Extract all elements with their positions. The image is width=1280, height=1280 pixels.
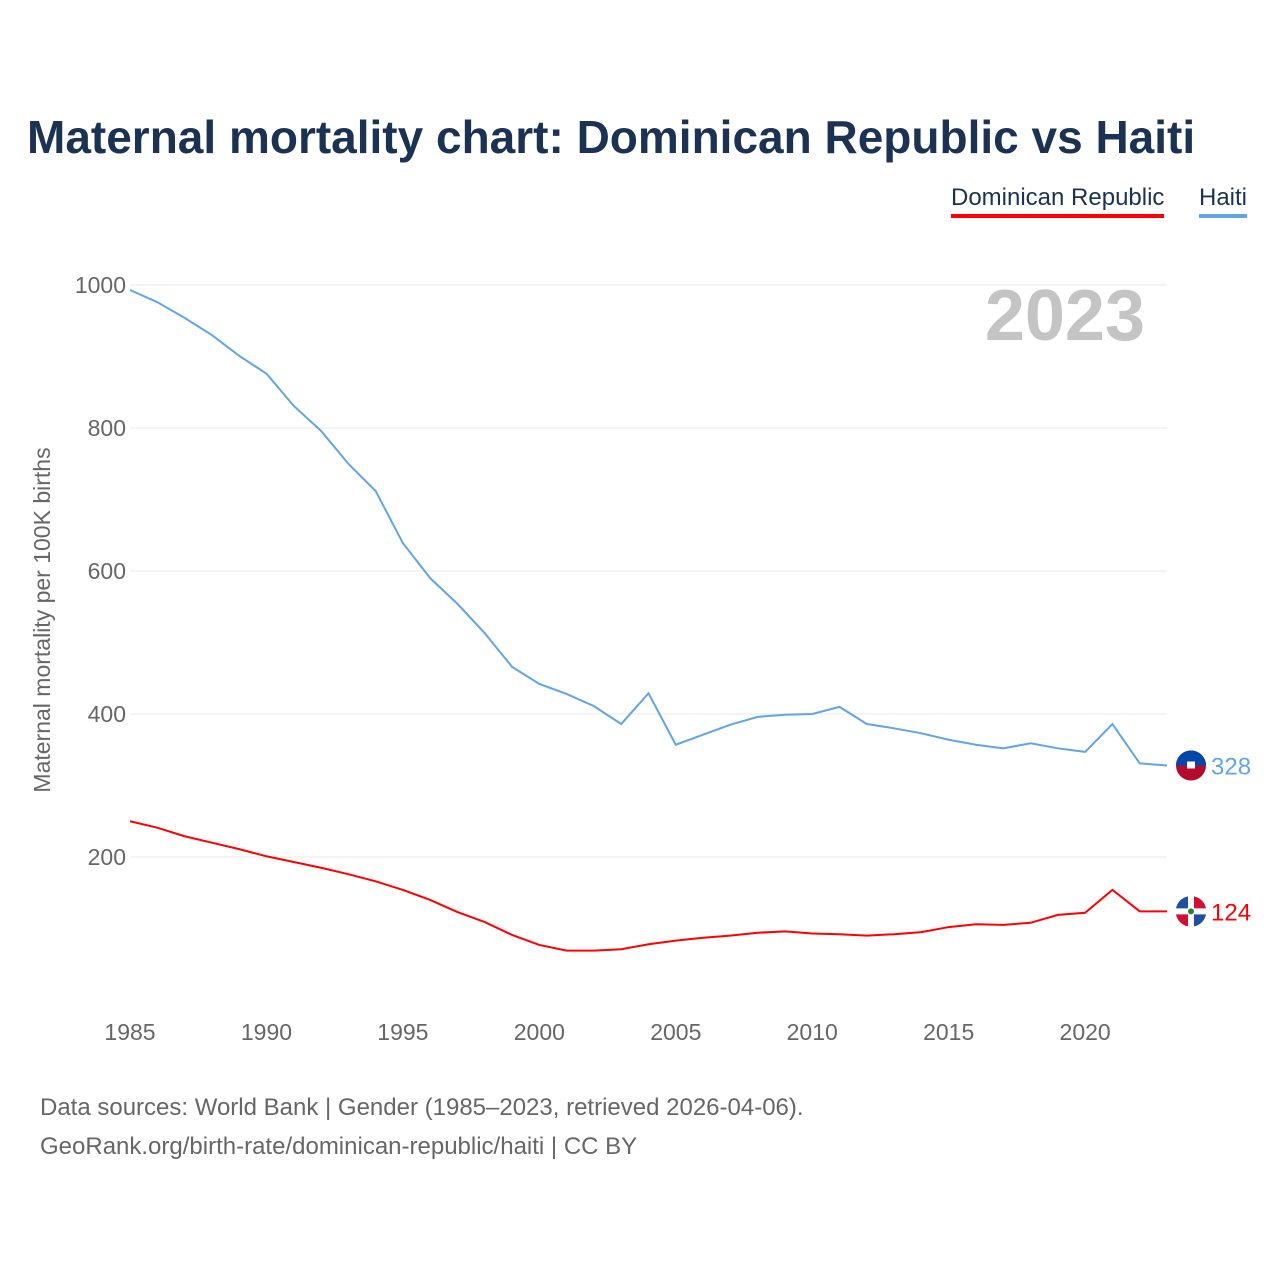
x-tick-label: 2005 [650,1019,701,1045]
haiti-flag-top [1176,750,1206,766]
end-value-label: 124 [1211,899,1251,926]
dr-flag-q3 [1176,914,1188,927]
dr-flag-q1 [1176,896,1188,909]
legend-haiti[interactable]: Haiti [1199,184,1248,218]
dr-flag-emblem [1188,908,1194,915]
series-line-dominican-republic [129,820,1167,952]
y-axis-label: Maternal mortality per 100K births [29,447,55,792]
y-tick-label: 1000 [75,272,126,298]
dr-flag-q2 [1194,896,1206,909]
year-label: 2023 [985,276,1145,356]
x-tick-label: 2020 [1060,1019,1111,1045]
y-tick-label: 400 [88,701,126,727]
x-tick-label: 1995 [377,1019,428,1045]
haiti-flag-emblem [1187,761,1195,769]
x-tick-label: 1990 [241,1019,292,1045]
source-line-1: Data sources: World Bank | Gender (1985–… [40,1094,804,1121]
x-tick-label: 2015 [923,1019,974,1045]
source-line-2[interactable]: GeoRank.org/birth-rate/dominican-republi… [40,1133,638,1160]
chart-title: Maternal mortality chart: Dominican Repu… [27,111,1196,163]
x-tick-label: 2010 [787,1019,838,1045]
y-tick-label: 800 [88,415,126,441]
x-tick-label: 2000 [514,1019,565,1045]
end-value-label: 328 [1211,753,1251,780]
y-tick-label: 600 [88,558,126,584]
dr-flag-q4 [1194,914,1206,927]
series-line-haiti [129,289,1168,767]
legend-dominican-republic[interactable]: Dominican Republic [951,184,1165,218]
x-tick-label: 1985 [104,1019,155,1045]
y-tick-label: 200 [88,844,126,870]
source-note: Data sources: World Bank | Gender (1985–… [40,1088,804,1166]
